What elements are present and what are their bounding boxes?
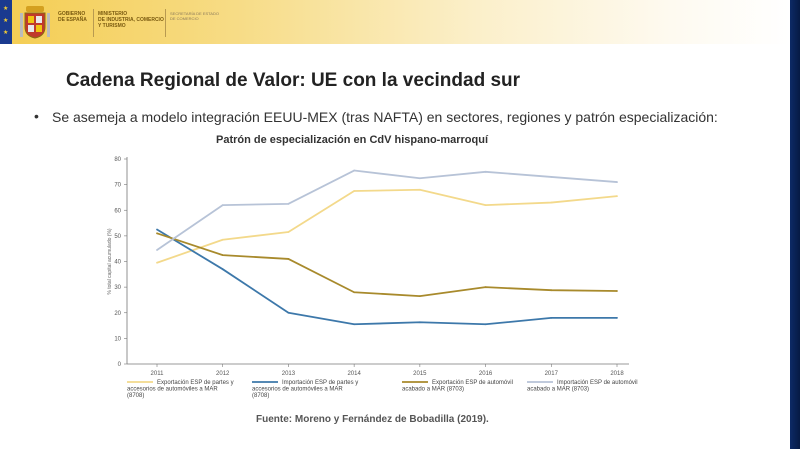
- data-point: [550, 289, 553, 292]
- series-line-3: [156, 232, 618, 297]
- legend-label: Importación ESP de partes y accesorios de…: [252, 380, 358, 399]
- data-point: [616, 316, 618, 319]
- eu-flag-strip: ★ ★ ★: [0, 0, 12, 44]
- data-point: [156, 249, 158, 251]
- data-point: [353, 323, 356, 326]
- y-tick-label: 50: [114, 234, 121, 240]
- x-tick-label: 2017: [545, 371, 559, 377]
- data-point: [616, 290, 618, 292]
- legend-label: Exportación ESP de partes y accesorios de…: [127, 380, 234, 399]
- data-point: [287, 231, 290, 233]
- data-point: [287, 258, 290, 260]
- x-tick-label: 2016: [479, 371, 493, 377]
- data-point: [418, 295, 421, 297]
- header-divider: [165, 9, 166, 37]
- data-point: [156, 232, 158, 235]
- y-tick-label: 20: [114, 311, 121, 317]
- data-point: [484, 170, 487, 173]
- eu-star-icon: ★: [3, 30, 9, 36]
- header-banner: ★ ★ ★ GOBIERNO DE ESPAÑA MINISTERIO: [0, 0, 790, 44]
- data-point: [221, 204, 224, 207]
- y-tick-label: 80: [114, 157, 121, 163]
- data-point: [418, 321, 421, 324]
- data-point: [353, 291, 356, 294]
- data-point: [156, 261, 158, 264]
- ministry-line: MINISTERIO: [98, 11, 128, 17]
- y-tick-label: 10: [114, 336, 121, 342]
- data-point: [418, 177, 421, 180]
- x-tick-label: 2018: [610, 371, 624, 377]
- secretariat-line: DE COMERCIO: [170, 16, 199, 21]
- series-line-2: [156, 228, 617, 326]
- data-point: [287, 311, 290, 314]
- eu-star-icon: ★: [3, 6, 9, 12]
- x-tick-label: 2015: [413, 371, 427, 377]
- data-point: [550, 316, 553, 319]
- bullet-text: Se asemeja a modelo integración EEUU-MEX…: [52, 109, 718, 125]
- bullet-icon: •: [34, 108, 39, 124]
- y-tick-label: 30: [114, 285, 121, 291]
- header-divider: [93, 9, 94, 37]
- y-tick-label: 0: [118, 362, 122, 368]
- series-line-4: [156, 169, 618, 251]
- x-tick-label: 2011: [151, 371, 165, 377]
- data-point: [484, 323, 487, 326]
- spain-coat-of-arms-icon: [20, 6, 50, 39]
- legend-label: Importación ESP de automóvil acabado a MA…: [527, 380, 638, 393]
- ministry-line: DE INDUSTRIA, COMERCIO: [98, 17, 164, 23]
- slide-title: Cadena Regional de Valor: UE con la veci…: [66, 70, 521, 91]
- data-point: [353, 190, 356, 192]
- data-point: [418, 188, 421, 191]
- y-axis-label: % total capital acumulado (%): [107, 228, 113, 294]
- legend-label: Exportación ESP de automóvil acabado a MA…: [402, 380, 513, 393]
- source-note: Fuente: Moreno y Fernández de Bobadilla …: [256, 414, 489, 425]
- data-point: [550, 176, 553, 178]
- series-line-1: [156, 188, 618, 264]
- x-tick-label: 2012: [216, 371, 230, 377]
- data-point: [221, 268, 224, 271]
- ministry-label: MINISTERIO DE INDUSTRIA, COMERCIO Y TURI…: [98, 11, 164, 29]
- eu-star-icon: ★: [3, 18, 9, 24]
- y-tick-label: 40: [114, 260, 121, 266]
- y-tick-label: 60: [114, 208, 121, 214]
- x-tick-label: 2013: [282, 371, 296, 377]
- data-point: [221, 254, 224, 256]
- data-point: [616, 195, 618, 198]
- data-point: [484, 204, 487, 207]
- frame-edge: [790, 0, 800, 449]
- data-point: [484, 286, 487, 289]
- secretariat-line: SECRETARÍA DE ESTADO: [170, 11, 219, 16]
- gov-line: GOBIERNO: [58, 11, 86, 17]
- data-point: [550, 201, 553, 204]
- y-tick-label: 70: [114, 183, 121, 189]
- government-label: GOBIERNO DE ESPAÑA: [58, 11, 87, 23]
- secretariat-label: SECRETARÍA DE ESTADO DE COMERCIO: [170, 11, 219, 21]
- data-point: [156, 228, 158, 231]
- x-tick-label: 2014: [347, 371, 361, 377]
- data-point: [287, 202, 290, 205]
- data-point: [221, 238, 224, 241]
- data-point: [616, 181, 618, 183]
- gov-line: DE ESPAÑA: [58, 17, 87, 23]
- chart-title: Patrón de especialización en CdV hispano…: [216, 134, 489, 146]
- ministry-line: Y TURISMO: [98, 23, 126, 29]
- data-point: [353, 169, 356, 172]
